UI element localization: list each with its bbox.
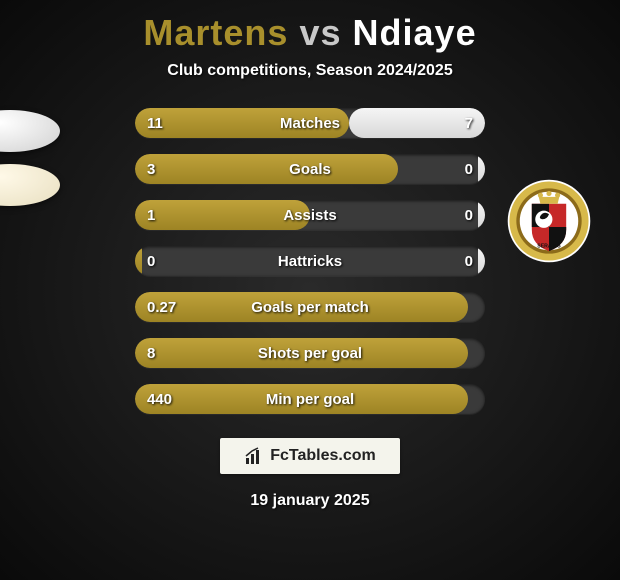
bar-fill-player-a — [135, 246, 142, 276]
bar-fill-player-b — [478, 200, 485, 230]
bar-value-b: 0 — [465, 200, 473, 230]
bar-value-a: 440 — [147, 384, 172, 414]
stat-bar: 0.27Goals per match — [135, 292, 485, 322]
player-a-club-placeholder — [0, 164, 60, 206]
bar-value-a: 0.27 — [147, 292, 176, 322]
stat-bar: 10Assists — [135, 200, 485, 230]
seraing-crest-icon: SERAING — [506, 178, 592, 264]
report-date: 19 january 2025 — [0, 492, 620, 510]
bar-value-a: 3 — [147, 154, 155, 184]
bar-fill-player-b — [478, 154, 485, 184]
player-b-club-crest: SERAING — [506, 178, 592, 269]
chart-icon — [244, 446, 264, 466]
bar-value-a: 11 — [147, 108, 163, 138]
fctables-logo: FcTables.com — [220, 438, 400, 474]
stat-bar: 8Shots per goal — [135, 338, 485, 368]
bar-fill-player-a — [135, 338, 468, 368]
bar-fill-player-a — [135, 108, 349, 138]
bar-value-a: 0 — [147, 246, 155, 276]
stat-bar: 30Goals — [135, 154, 485, 184]
stat-bar: 440Min per goal — [135, 384, 485, 414]
bar-value-b: 0 — [465, 154, 473, 184]
player-b-name: Ndiaye — [353, 12, 477, 53]
left-player-badges — [0, 110, 60, 218]
player-a-name: Martens — [143, 12, 288, 53]
bar-fill-player-a — [135, 154, 398, 184]
bar-value-b: 7 — [465, 108, 473, 138]
bar-value-a: 8 — [147, 338, 155, 368]
bar-label: Hattricks — [135, 246, 485, 276]
comparison-bars: 117Matches30Goals10Assists00Hattricks0.2… — [135, 108, 485, 414]
bar-value-a: 1 — [147, 200, 155, 230]
bar-fill-player-a — [135, 384, 468, 414]
footer-brand-text: FcTables.com — [270, 447, 376, 465]
vs-text: vs — [299, 12, 341, 53]
crest-text: SERAING — [537, 244, 561, 250]
bar-fill-player-a — [135, 292, 468, 322]
stat-bar: 117Matches — [135, 108, 485, 138]
bar-fill-player-a — [135, 200, 310, 230]
comparison-title: Martens vs Ndiaye — [0, 0, 620, 54]
bar-value-b: 0 — [465, 246, 473, 276]
subtitle: Club competitions, Season 2024/2025 — [0, 62, 620, 80]
bar-fill-player-b — [478, 246, 485, 276]
stat-bar: 0 0Hattricks — [135, 246, 485, 276]
player-a-photo-placeholder — [0, 110, 60, 152]
